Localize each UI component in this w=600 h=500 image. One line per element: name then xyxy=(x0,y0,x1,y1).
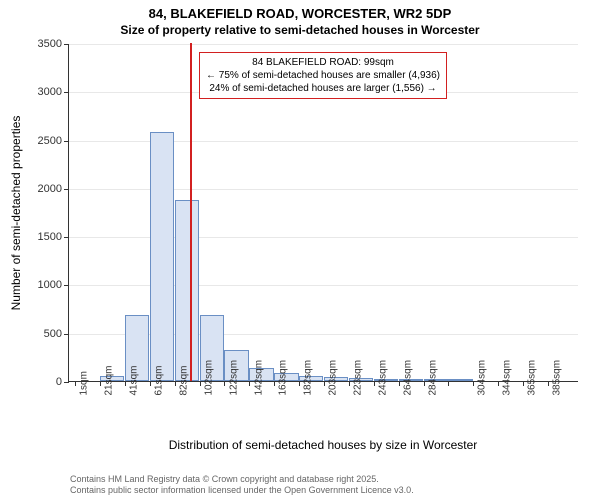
ytick-label: 1000 xyxy=(22,279,62,291)
xtick-mark xyxy=(175,381,176,386)
reference-line xyxy=(190,43,192,381)
gridline xyxy=(69,189,578,190)
gridline xyxy=(69,285,578,286)
ytick-label: 1500 xyxy=(22,231,62,243)
annotation-line: ← 75% of semi-detached houses are smalle… xyxy=(206,69,440,82)
histogram-bar xyxy=(175,200,199,381)
xtick-mark xyxy=(374,381,375,386)
ytick-label: 3500 xyxy=(22,38,62,50)
y-axis-label: Number of semi-detached properties xyxy=(9,116,23,311)
gridline xyxy=(69,237,578,238)
xtick-mark xyxy=(299,381,300,386)
xtick-mark xyxy=(224,381,225,386)
ytick-label: 3000 xyxy=(22,86,62,98)
xtick-mark xyxy=(473,381,474,386)
histogram-bar xyxy=(150,132,174,381)
annotation-line: 84 BLAKEFIELD ROAD: 99sqm xyxy=(206,56,440,69)
ytick-mark xyxy=(64,285,69,286)
gridline xyxy=(69,44,578,45)
ytick-label: 2500 xyxy=(22,135,62,147)
ytick-mark xyxy=(64,92,69,93)
annotation-line: 24% of semi-detached houses are larger (… xyxy=(206,82,440,95)
gridline xyxy=(69,141,578,142)
xtick-mark xyxy=(100,381,101,386)
xtick-mark xyxy=(75,381,76,386)
ytick-label: 2000 xyxy=(22,183,62,195)
xtick-mark xyxy=(125,381,126,386)
xtick-mark xyxy=(523,381,524,386)
ytick-label: 0 xyxy=(22,376,62,388)
footer-line-2: Contains public sector information licen… xyxy=(70,485,414,496)
ytick-mark xyxy=(64,189,69,190)
xtick-mark xyxy=(548,381,549,386)
xtick-mark xyxy=(448,381,449,386)
ytick-mark xyxy=(64,44,69,45)
ytick-mark xyxy=(64,141,69,142)
xtick-mark xyxy=(200,381,201,386)
chart-subtitle: Size of property relative to semi-detach… xyxy=(0,21,600,37)
ytick-mark xyxy=(64,334,69,335)
chart-title: 84, BLAKEFIELD ROAD, WORCESTER, WR2 5DP xyxy=(0,0,600,21)
xtick-mark xyxy=(349,381,350,386)
x-axis-label: Distribution of semi-detached houses by … xyxy=(68,438,578,452)
xtick-mark xyxy=(498,381,499,386)
ytick-mark xyxy=(64,382,69,383)
ytick-mark xyxy=(64,237,69,238)
xtick-mark xyxy=(150,381,151,386)
histogram-chart: 84, BLAKEFIELD ROAD, WORCESTER, WR2 5DP … xyxy=(0,0,600,500)
xtick-mark xyxy=(399,381,400,386)
xtick-mark xyxy=(324,381,325,386)
xtick-mark xyxy=(274,381,275,386)
annotation-callout: 84 BLAKEFIELD ROAD: 99sqm← 75% of semi-d… xyxy=(199,52,447,99)
xtick-mark xyxy=(424,381,425,386)
xtick-mark xyxy=(249,381,250,386)
ytick-label: 500 xyxy=(22,328,62,340)
plot-area: 84 BLAKEFIELD ROAD: 99sqm← 75% of semi-d… xyxy=(68,44,578,382)
histogram-bar xyxy=(448,379,472,381)
footer-attribution: Contains HM Land Registry data © Crown c… xyxy=(70,474,414,497)
footer-line-1: Contains HM Land Registry data © Crown c… xyxy=(70,474,414,485)
